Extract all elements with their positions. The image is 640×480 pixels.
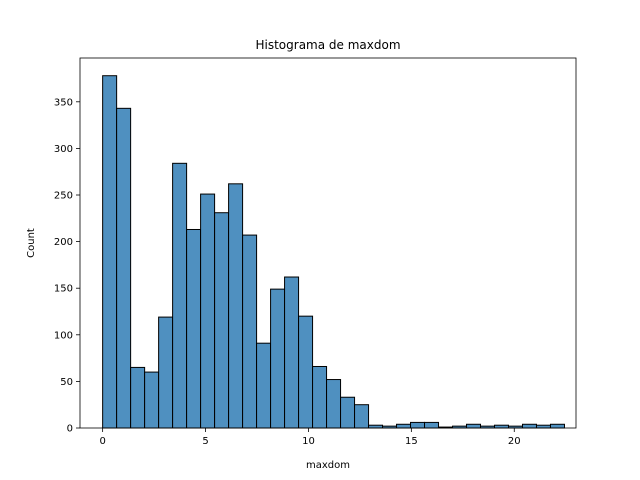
histogram-bar	[130, 366, 146, 429]
y-tick-label: 350	[54, 97, 73, 108]
histogram-bar	[396, 423, 412, 429]
x-axis-ticks: 0 5 10 15 20	[99, 428, 521, 447]
histogram-bar	[158, 316, 174, 429]
histogram-bar	[424, 421, 440, 429]
y-tick-label: 150	[54, 284, 73, 295]
y-tick-label: 0	[67, 424, 73, 435]
histogram-bar	[535, 424, 551, 429]
histogram-bar	[354, 404, 370, 429]
histogram-bar	[368, 424, 384, 429]
histogram-bar	[466, 423, 482, 429]
histogram-bar	[102, 75, 118, 429]
chart-title: Histograma de maxdom	[255, 38, 400, 52]
x-tick-label: 10	[302, 436, 315, 447]
y-tick-label: 50	[60, 377, 73, 388]
histogram-bar	[284, 276, 300, 429]
y-tick-label: 200	[54, 237, 73, 248]
histogram-bar	[200, 193, 216, 429]
histogram-bar	[270, 288, 286, 429]
x-tick-label: 15	[405, 436, 418, 447]
x-tick-label: 20	[508, 436, 521, 447]
plot-frame	[79, 57, 577, 429]
histogram-bar	[494, 424, 509, 429]
histogram-bar	[228, 183, 244, 429]
histogram-bar	[340, 396, 356, 429]
histogram-bar	[410, 421, 426, 429]
histogram-bar	[214, 212, 230, 429]
bars-group	[102, 75, 565, 429]
histogram-bar	[298, 315, 314, 429]
y-axis-ticks: 0 50 100 150 200 250 300 350	[54, 97, 80, 435]
histogram-bar	[172, 162, 188, 429]
histogram-bar	[312, 365, 328, 429]
histogram-bar	[521, 423, 537, 429]
y-tick-label: 250	[54, 191, 73, 202]
x-tick-label: 0	[99, 436, 105, 447]
histogram-bar	[116, 107, 132, 429]
x-tick-label: 5	[202, 436, 208, 447]
histogram-bar	[242, 234, 258, 429]
histogram-bar	[144, 371, 160, 429]
histogram-bar	[256, 342, 272, 429]
histogram-bar	[326, 379, 342, 429]
y-tick-label: 100	[54, 330, 73, 341]
histogram-bar	[186, 228, 202, 429]
histogram-bar	[549, 423, 565, 429]
x-axis-label: maxdom	[306, 460, 350, 471]
y-axis-label: Count	[26, 228, 37, 258]
y-tick-label: 300	[54, 144, 73, 155]
